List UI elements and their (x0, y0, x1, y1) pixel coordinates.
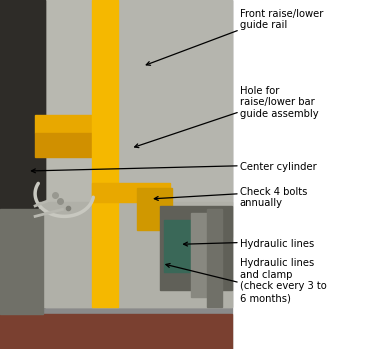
Text: Hydraulic lines
and clamp
(check every 3 to
6 months): Hydraulic lines and clamp (check every 3… (240, 258, 326, 303)
Bar (35, 133, 92, 157)
Text: Check 4 bolts
annually: Check 4 bolts annually (240, 187, 307, 208)
Bar (160, 206, 232, 290)
Bar (0, 0, 232, 349)
Bar (0, 209, 43, 314)
Text: Hydraulic lines: Hydraulic lines (240, 239, 314, 249)
Bar (0, 0, 45, 209)
Bar (39, 0, 232, 307)
Bar (207, 209, 222, 307)
Bar (92, 0, 118, 237)
Bar (39, 202, 232, 307)
Text: Front raise/lower
guide rail: Front raise/lower guide rail (240, 9, 323, 30)
Bar (35, 115, 92, 133)
Text: Hole for
raise/lower bar
guide assembly: Hole for raise/lower bar guide assembly (240, 86, 319, 119)
Text: Center cylinder: Center cylinder (240, 162, 317, 172)
Bar (119, 0, 232, 237)
Bar (0, 0, 45, 307)
Bar (0, 314, 232, 349)
Bar (191, 213, 214, 297)
Bar (92, 183, 170, 202)
Bar (164, 220, 203, 272)
Bar (92, 237, 118, 307)
Bar (136, 188, 172, 230)
